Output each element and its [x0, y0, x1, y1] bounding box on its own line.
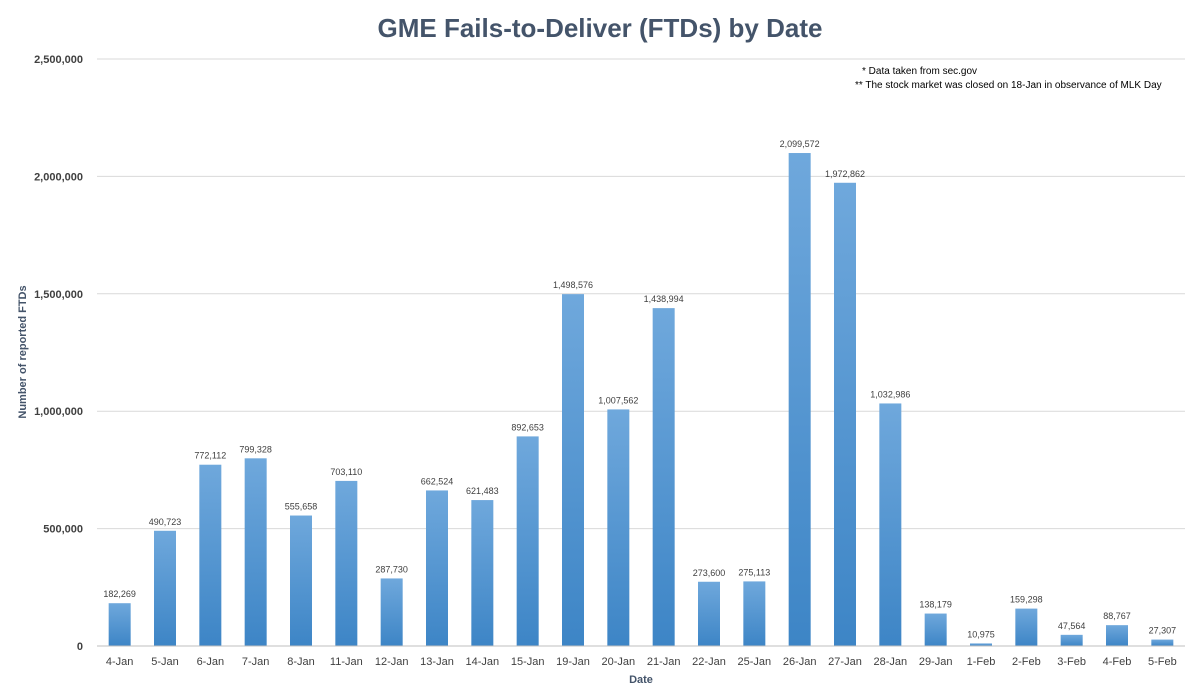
bar-27-Jan — [834, 182, 856, 646]
bar-3-Feb — [1060, 634, 1083, 646]
x-tick-label: 1-Feb — [967, 656, 996, 668]
x-tick-label: 4-Feb — [1103, 656, 1132, 668]
x-tick-label: 28-Jan — [874, 656, 908, 668]
x-tick-label: 22-Jan — [692, 656, 726, 668]
x-tick-label: 8-Jan — [287, 656, 315, 668]
data-label: 1,032,986 — [870, 389, 910, 399]
data-label: 799,328 — [239, 444, 272, 454]
data-label: 1,498,576 — [553, 280, 593, 290]
bar-19-Jan — [562, 294, 584, 646]
data-label: 273,600 — [693, 568, 726, 578]
bar-6-Jan — [199, 464, 222, 646]
data-label: 275,113 — [738, 567, 770, 577]
chart-title: GME Fails-to-Deliver (FTDs) by Date — [378, 13, 823, 43]
bar-5-Feb — [1151, 639, 1174, 646]
x-tick-label: 25-Jan — [738, 656, 772, 668]
data-label: 703,110 — [330, 467, 362, 477]
bar-29-Jan — [924, 613, 947, 646]
data-label: 159,298 — [1010, 595, 1043, 605]
bar-14-Jan — [471, 500, 494, 646]
data-label: 1,972,862 — [825, 169, 865, 179]
x-tick-label: 19-Jan — [556, 656, 590, 668]
bar-4-Feb — [1106, 625, 1128, 646]
data-label: 490,723 — [149, 517, 182, 527]
y-tick-label: 2,000,000 — [34, 171, 83, 183]
data-label: 27,307 — [1149, 626, 1177, 636]
data-label: 287,730 — [375, 564, 408, 574]
data-label: 182,269 — [103, 589, 136, 599]
y-tick-label: 1,500,000 — [34, 289, 83, 301]
y-tick-label: 2,500,000 — [34, 54, 83, 66]
bar-12-Jan — [380, 578, 403, 646]
data-label: 1,438,994 — [644, 294, 684, 304]
x-tick-label: 5-Jan — [151, 656, 179, 668]
x-tick-label: 3-Feb — [1057, 656, 1086, 668]
x-tick-label: 14-Jan — [466, 656, 500, 668]
data-label: 555,658 — [285, 502, 318, 512]
bar-13-Jan — [426, 490, 448, 646]
data-label: 88,767 — [1103, 611, 1131, 621]
x-tick-label: 20-Jan — [602, 656, 636, 668]
data-label: 2,099,572 — [780, 139, 820, 149]
x-tick-label: 12-Jan — [375, 656, 409, 668]
x-tick-label: 11-Jan — [330, 656, 363, 668]
x-tick-label: 13-Jan — [420, 656, 454, 668]
data-label: 138,179 — [919, 600, 952, 610]
data-label: 10,975 — [967, 629, 995, 639]
bar-1-Feb — [970, 643, 992, 646]
y-axis-ticks: 0 500,000 1,000,000 1,500,000 2,000,000 2,500… — [34, 54, 83, 653]
data-label: 47,564 — [1058, 621, 1086, 631]
y-axis-title: Number of reported FTDs — [17, 285, 29, 418]
bar-21-Jan — [652, 308, 675, 646]
data-label: 892,653 — [511, 422, 544, 432]
x-tick-label: 4-Jan — [106, 656, 134, 668]
y-tick-label: 1,000,000 — [34, 406, 83, 418]
x-tick-label: 5-Feb — [1148, 656, 1177, 668]
gridlines — [97, 58, 1185, 530]
bar-8-Jan — [290, 515, 312, 646]
x-axis-title: Date — [629, 674, 653, 686]
data-label: 772,112 — [194, 451, 226, 461]
data-label: 621,483 — [466, 486, 499, 496]
x-tick-label: 7-Jan — [242, 656, 270, 668]
bar-4-Jan — [108, 603, 131, 646]
bar-28-Jan — [879, 403, 902, 646]
bar-22-Jan — [698, 581, 720, 646]
y-tick-label: 0 — [77, 641, 83, 653]
bars — [108, 153, 1174, 646]
bar-2-Feb — [1015, 608, 1038, 646]
data-label: 662,524 — [421, 476, 454, 486]
annotation-mlk-day: ** The stock market was closed on 18-Jan… — [855, 80, 1162, 91]
x-tick-label: 27-Jan — [828, 656, 862, 668]
bar-7-Jan — [244, 458, 267, 646]
bar-26-Jan — [788, 153, 811, 646]
x-tick-label: 29-Jan — [919, 656, 953, 668]
annotation-source: * Data taken from sec.gov — [862, 66, 977, 77]
bar-20-Jan — [607, 409, 630, 646]
data-labels: 182,269 490,723 772,112 799,328 555,658 703,1… — [103, 139, 1176, 639]
bar-25-Jan — [743, 581, 766, 646]
bar-11-Jan — [335, 480, 358, 646]
y-tick-label: 500,000 — [43, 524, 83, 536]
x-axis-ticks: 4-Jan 5-Jan 6-Jan 7-Jan 8-Jan 11-Jan 12-Jan 13-… — [106, 656, 1177, 668]
x-tick-label: 26-Jan — [783, 656, 817, 668]
x-tick-label: 15-Jan — [511, 656, 545, 668]
x-tick-label: 6-Jan — [197, 656, 225, 668]
data-label: 1,007,562 — [598, 395, 638, 405]
x-tick-label: 2-Feb — [1012, 656, 1041, 668]
bar-5-Jan — [154, 530, 176, 646]
x-tick-label: 21-Jan — [647, 656, 681, 668]
bar-15-Jan — [516, 436, 539, 646]
